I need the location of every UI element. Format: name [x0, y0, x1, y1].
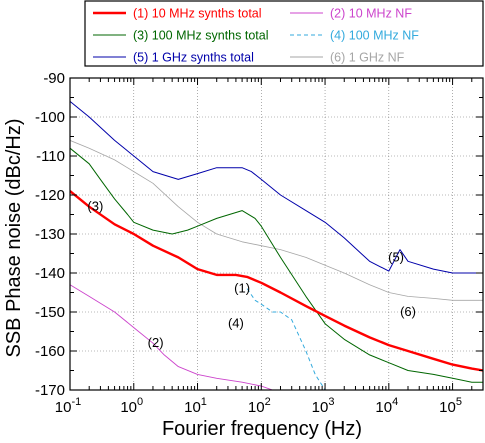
y-tick-label: -140	[35, 265, 65, 282]
x-tick-label: 10-1	[55, 396, 81, 416]
curve-label: (4)	[228, 316, 244, 331]
curve-label: (5)	[388, 249, 404, 264]
legend-label: (6) 1 GHz NF	[330, 51, 405, 65]
curve-label: (6)	[400, 304, 416, 319]
plot-frame	[69, 77, 484, 391]
series-1-line	[70, 190, 483, 372]
y-tick-label: -130	[35, 226, 65, 243]
y-tick-label: -150	[35, 304, 65, 321]
legend-label: (4) 100 MHz NF	[330, 29, 419, 43]
grid	[69, 77, 483, 391]
series-2-line	[70, 284, 273, 390]
y-tick-label: -110	[36, 148, 65, 165]
legend-label: (5) 1 GHz synths total	[133, 51, 254, 65]
y-tick-label: -90	[43, 70, 65, 87]
series-group	[70, 101, 483, 390]
curve-label: (3)	[87, 199, 103, 214]
y-tick-label: -170	[35, 382, 65, 399]
x-tick-label: 103	[312, 396, 335, 416]
y-tick-label: -160	[35, 343, 65, 360]
legend-label: (2) 10 MHz NF	[330, 7, 412, 21]
x-tick-label: 101	[184, 396, 207, 416]
series-5-line	[70, 101, 483, 274]
legend-label: (3) 100 MHz synths total	[133, 29, 268, 43]
series-4-line	[246, 288, 326, 390]
legend: (1) 10 MHz synths total (2) 10 MHz NF (3) …	[84, 0, 484, 67]
x-tick-label: 102	[248, 396, 271, 416]
plot-area	[70, 78, 483, 390]
x-axis-title: Fourier frequency (Hz)	[162, 418, 362, 440]
annotations: (1) (2) (3) (4) (5) (6)	[87, 199, 416, 351]
series-6-line	[70, 140, 483, 301]
legend-box	[84, 0, 484, 67]
y-tick-label: -120	[35, 187, 65, 204]
y-axis-title: SSB Phase noise (dBc/Hz)	[3, 119, 25, 358]
curve-label: (2)	[148, 335, 164, 350]
legend-label: (1) 10 MHz synths total	[133, 7, 262, 21]
y-tick-label: -100	[35, 109, 65, 126]
x-tick-label: 105	[439, 396, 462, 416]
curve-label: (1)	[234, 281, 250, 296]
x-tick-label: 100	[120, 396, 143, 416]
series-3-line	[70, 147, 483, 383]
x-tick-label: 104	[375, 396, 398, 416]
